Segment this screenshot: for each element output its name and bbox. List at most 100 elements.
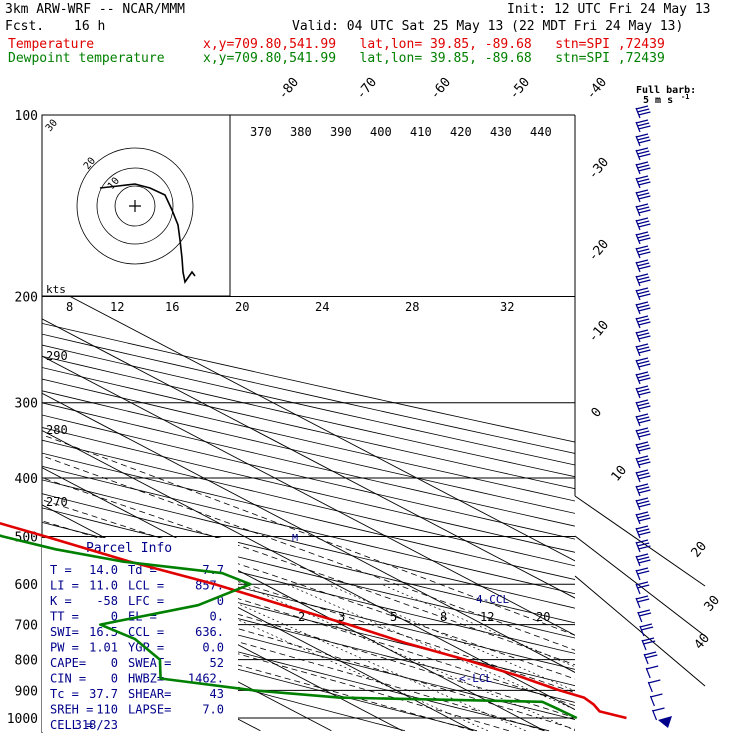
dry-adiabat: [42, 344, 575, 466]
wind-barb: [637, 609, 652, 623]
dewpoint-location: x,y=709.80,541.99 lat,lon= 39.85, -89.68…: [203, 51, 665, 66]
wind-barb: [635, 133, 651, 147]
pressure-tick-label: 600: [15, 578, 38, 593]
mixing-ratio-label: 32: [500, 300, 514, 314]
parcel-value: 11.0: [89, 579, 118, 593]
diagonal-right-line: [574, 495, 706, 587]
sounding-marker: M: [292, 533, 298, 544]
parcel-value: T =: [50, 563, 72, 577]
parcel-value: 318/23: [75, 718, 118, 732]
dry-adiabat: [42, 355, 575, 478]
parcel-value: 110: [96, 703, 118, 717]
wind-barb: [635, 469, 651, 483]
parcel-value: 43: [210, 687, 224, 701]
wind-barb: [635, 203, 651, 217]
theta-label: 430: [490, 125, 512, 139]
mixing-ratio-line: [286, 583, 575, 710]
mixing-ratio-label: 28: [405, 300, 419, 314]
wind-barbs: [635, 105, 672, 728]
parcel-value: 0: [111, 656, 118, 670]
parcel-value: SWI=: [50, 625, 79, 639]
hodo-units: kts: [46, 283, 66, 296]
wind-barb: [635, 329, 651, 343]
isotherm-label: 30: [702, 593, 724, 615]
wind-barb: [635, 413, 651, 427]
mixing-ratio-low-label: 2: [298, 610, 305, 624]
isotherm-line: [42, 281, 575, 562]
dewpoint-series-label: Dewpoint temperature: [8, 51, 165, 66]
parcel-value: -58: [96, 594, 118, 608]
parcel-value: SREH =: [50, 703, 93, 717]
wind-barb: [635, 371, 651, 385]
wind-barb: [635, 525, 651, 539]
parcel-value: 0: [111, 610, 118, 624]
pressure-tick-label: 700: [15, 619, 38, 634]
hodograph-trace: [99, 183, 196, 284]
theta-left-label: 280: [46, 423, 68, 437]
parcel-value: 0: [217, 594, 224, 608]
wind-barb: [635, 245, 651, 259]
theta-label: 410: [410, 125, 432, 139]
wind-barb: [635, 581, 650, 595]
wind-barb: [635, 385, 651, 399]
parcel-value: Tc =: [50, 687, 79, 701]
wind-barb: [635, 231, 651, 245]
mixing-ratio-label: 16: [165, 300, 179, 314]
hodograph: 10 20 30 kts: [41, 114, 231, 297]
sounding-lines: [0, 521, 627, 720]
dry-adiabat: [42, 465, 575, 595]
parcel-value: CAPE=: [50, 656, 86, 670]
dry-adiabat: [42, 333, 575, 454]
wind-barb: [635, 217, 651, 231]
wind-barb: [635, 441, 651, 455]
isotherm-label: -50: [507, 75, 534, 103]
mixing-ratio-low-label: 8: [440, 610, 447, 624]
diagonal-right-line: [574, 575, 706, 687]
theta-label: 370: [250, 125, 272, 139]
full-barb-units: 5 m s: [643, 95, 673, 106]
theta-label: 380: [290, 125, 312, 139]
wind-barb: [635, 483, 651, 497]
mixing-ratio-low-label: 12: [480, 610, 494, 624]
mixing-ratio-label: 20: [235, 300, 249, 314]
parcel-value: 14.0: [89, 563, 118, 577]
temperature-series-label: Temperature: [8, 37, 95, 52]
moist-adiabat: [42, 499, 575, 680]
sounding-marker: 4-CCL: [476, 593, 509, 606]
parcel-value: LAPSE=: [128, 703, 171, 717]
init-time: Init: 12 UTC Fri 24 May 13: [507, 2, 711, 17]
theta-label: 390: [330, 125, 352, 139]
pressure-tick-label: 900: [15, 684, 38, 699]
valid-time: Valid: 04 UTC Sat 25 May 13 (22 MDT Fri …: [292, 19, 684, 34]
moist-adiabat: [42, 610, 474, 732]
pressure-tick-label: 400: [15, 472, 38, 487]
theta-left-label: 270: [46, 495, 68, 509]
dry-adiabat: [42, 479, 575, 609]
parcel-value: LCL =: [128, 579, 164, 593]
temperature-line: [0, 521, 627, 720]
wind-barb: [649, 693, 663, 707]
mixing-ratio-line: [327, 583, 575, 692]
parcel-value: 0.: [210, 610, 224, 624]
mixing-ratio-low-label: 20: [536, 610, 550, 624]
parcel-info-title: Parcel Info: [86, 541, 172, 556]
wind-barb: [635, 497, 651, 511]
moist-adiabat: [42, 477, 575, 666]
surface-wind-flag: [658, 716, 672, 728]
dry-adiabat: [42, 599, 550, 732]
wind-barb: [635, 567, 650, 581]
isotherm-label: -20: [586, 237, 613, 265]
isotherm-labels: -80 -70 -60 -50 -40 -30 -20 -10 0 10 20 30 40: [276, 75, 724, 653]
wind-barb: [635, 357, 651, 371]
parcel-info-box: Parcel Info T = 14.0 Td = 7.7LI = 11.0 LCL = 8…: [42, 538, 238, 732]
parcel-value: SWEAT=: [128, 656, 171, 670]
wind-barb: [639, 623, 654, 637]
mixing-ratio-line: [193, 583, 526, 732]
wind-barb: [635, 399, 651, 413]
isotherm-line: [42, 504, 474, 732]
wind-barb: [635, 105, 651, 119]
isotherm-label: 0: [589, 405, 606, 421]
forecast-hour: 16 h: [74, 19, 106, 34]
isotherm-label: -10: [586, 318, 613, 346]
